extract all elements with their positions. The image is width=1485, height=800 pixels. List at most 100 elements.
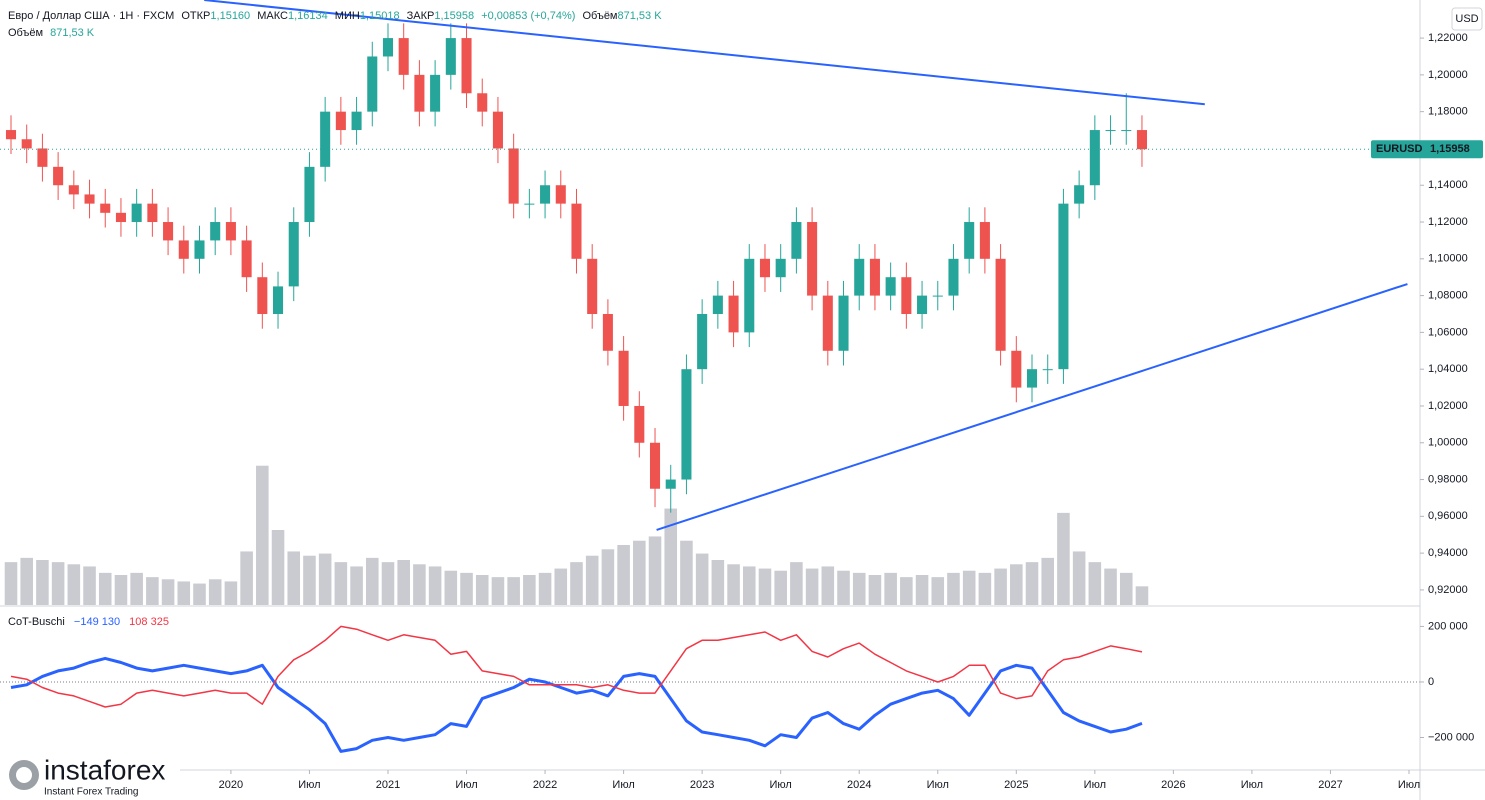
- currency[interactable]: USD: [1455, 13, 1478, 25]
- candle-body: [744, 258, 755, 333]
- volume-bar: [20, 557, 33, 605]
- volume-bar: [805, 568, 819, 605]
- y-tick-label: 1,00000: [1428, 437, 1468, 449]
- candle-body: [288, 222, 299, 287]
- candle-body: [712, 295, 723, 314]
- volume-bar: [1119, 572, 1133, 605]
- volume-bar: [868, 575, 882, 605]
- candle-body: [461, 38, 472, 94]
- badge-price: 1,15958: [1430, 143, 1470, 155]
- candle-body: [1121, 130, 1132, 132]
- candle-body: [964, 222, 975, 259]
- volume-bar: [931, 577, 945, 605]
- candle-body: [147, 203, 158, 223]
- volume-bar: [538, 572, 552, 605]
- volume-bar: [271, 530, 285, 605]
- volume-bar: [978, 572, 992, 605]
- candle-body: [791, 222, 802, 259]
- candle-body: [681, 369, 692, 480]
- volume-bar: [287, 551, 301, 605]
- x-tick-label: Июл: [612, 779, 634, 791]
- y-tick-label: 200 000: [1428, 620, 1468, 632]
- ohlc-value: 1,15958: [434, 10, 474, 22]
- y-tick-label: 1,18000: [1428, 106, 1468, 118]
- y-tick-label: −200 000: [1428, 731, 1474, 743]
- volume-bar: [4, 562, 18, 605]
- candle-body: [163, 222, 174, 241]
- candle-body: [367, 56, 378, 112]
- volume-bar: [1088, 562, 1102, 605]
- volume-bar: [491, 577, 505, 605]
- candle-body: [885, 277, 896, 296]
- indicator-value: 108 325: [129, 616, 169, 628]
- y-tick-label: 1,04000: [1428, 363, 1468, 375]
- volume-bar: [1057, 512, 1070, 605]
- candle-body: [257, 277, 268, 314]
- volume-bar: [475, 575, 489, 605]
- volume-bar: [884, 572, 897, 605]
- ohlc-label: МИН: [335, 10, 360, 22]
- volume-bar: [350, 566, 363, 605]
- volume-bar: [664, 508, 678, 605]
- volume-bar: [460, 572, 473, 605]
- volume-bar: [177, 581, 191, 605]
- volume-bar: [758, 568, 772, 605]
- currency-button[interactable]: [1451, 7, 1483, 31]
- volume-bar: [790, 562, 803, 605]
- ohlc-label: ЗАКР: [407, 10, 435, 22]
- candle-body: [1089, 130, 1100, 186]
- y-tick-label: 0,98000: [1428, 473, 1468, 485]
- volume-bar: [114, 575, 128, 605]
- candle-body: [917, 295, 928, 314]
- candle-body: [100, 203, 111, 213]
- volume-bar: [161, 579, 175, 605]
- candle-body: [1026, 369, 1038, 388]
- volume-bar: [1041, 557, 1055, 605]
- x-tick-label: Июл: [1241, 779, 1263, 791]
- candle-body: [5, 130, 17, 140]
- volume-bar: [240, 551, 253, 605]
- ohlc-value: 1,16134: [288, 10, 328, 22]
- brand-name: instaforex: [44, 754, 165, 785]
- candle-body: [21, 139, 32, 149]
- candle-body: [807, 222, 818, 296]
- candle-body: [351, 111, 362, 131]
- cot-line: [10, 656, 1143, 753]
- candle-body: [948, 258, 959, 296]
- candle-body: [822, 295, 833, 351]
- ohlc-label: МАКС: [257, 10, 288, 22]
- candle-body: [68, 185, 79, 195]
- candle-body: [273, 286, 284, 314]
- candle-body: [1105, 130, 1116, 132]
- price-badge: [1371, 140, 1483, 159]
- cot-line: [10, 625, 1143, 708]
- candle-body: [225, 222, 236, 241]
- volume-bar: [554, 568, 568, 605]
- volume-bar: [303, 555, 316, 605]
- volume-bar: [381, 562, 395, 605]
- x-tick-label: 2022: [533, 779, 557, 791]
- candle-body: [869, 258, 880, 296]
- candle-body: [618, 350, 629, 406]
- volume-bar: [570, 562, 583, 605]
- volume-bar: [413, 564, 426, 605]
- x-tick-label: Июл: [770, 779, 792, 791]
- volume-bar: [36, 560, 49, 605]
- volume-bar: [821, 566, 835, 605]
- volume-label: Объём: [582, 10, 617, 22]
- x-tick-label: Июл: [927, 779, 949, 791]
- candle-body: [131, 203, 142, 223]
- plot-area: [0, 0, 1420, 753]
- brand-tagline: Instant Forex Trading: [44, 787, 139, 798]
- candle-body: [398, 38, 409, 75]
- candle-body: [84, 194, 95, 204]
- volume-bar: [852, 572, 866, 605]
- y-tick-label: 1,06000: [1428, 326, 1468, 338]
- ohlc-value: 1,15018: [360, 10, 400, 22]
- candle-body: [697, 313, 708, 370]
- candle-body: [587, 258, 598, 314]
- candle-body: [649, 442, 661, 489]
- indicator-title: CoT-Buschi: [8, 616, 65, 628]
- candle-body: [634, 405, 645, 443]
